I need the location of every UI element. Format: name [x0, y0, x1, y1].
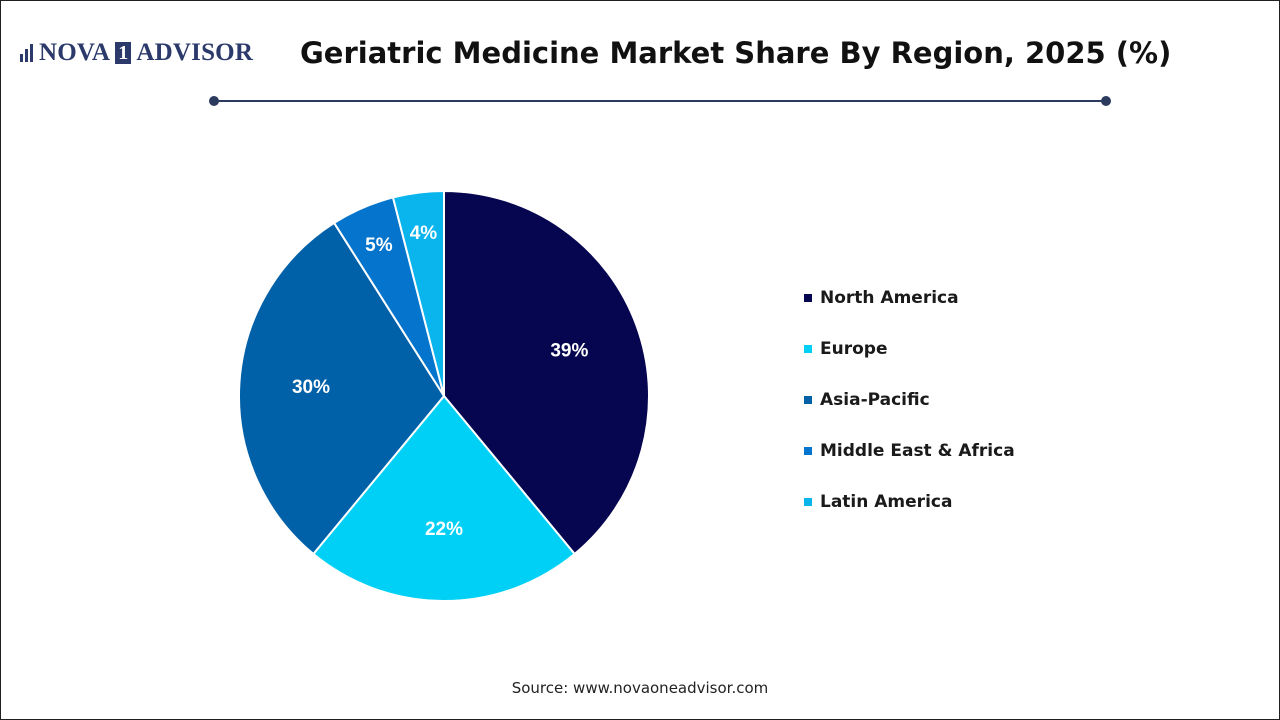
logo-mark: 1	[115, 42, 132, 64]
legend-item: North America	[804, 288, 1015, 308]
pie-slices	[238, 189, 650, 602]
legend-item: Middle East & Africa	[804, 441, 1015, 461]
data-label-middle-east-africa: 5%	[365, 235, 393, 256]
legend-swatch	[804, 345, 812, 353]
legend-label: Europe	[820, 339, 888, 359]
brand-logo: NOVA 1 ADVISOR	[20, 38, 253, 68]
legend-item: Europe	[804, 339, 1015, 359]
data-label-asia-pacific: 30%	[292, 377, 330, 398]
source-note: Source: www.novaoneadvisor.com	[511, 679, 769, 697]
logo-text-part1: NOVA	[39, 39, 111, 66]
title-underline-left-dot	[209, 96, 219, 106]
chart-title: Geriatric Medicine Market Share By Regio…	[300, 36, 1172, 70]
legend-label: Latin America	[820, 492, 953, 512]
legend-label: Asia-Pacific	[820, 390, 930, 410]
legend-swatch	[804, 396, 812, 404]
pie-slice-asia-pacific	[238, 221, 446, 556]
title-underline	[214, 100, 1106, 102]
legend-label: North America	[820, 288, 959, 308]
legend-swatch	[804, 294, 812, 302]
pie-labels: 39% 22% 30% 5% 4%	[292, 223, 588, 540]
legend: North America Europe Asia-Pacific Middle Ea…	[804, 288, 1015, 512]
data-label-north-america: 39%	[550, 340, 588, 361]
logo-bars-icon	[20, 44, 33, 62]
logo-text-part2: ADVISOR	[136, 39, 254, 66]
title-underline-right-dot	[1101, 96, 1111, 106]
legend-item: Asia-Pacific	[804, 390, 1015, 410]
data-label-europe: 22%	[425, 519, 463, 540]
legend-label: Middle East & Africa	[820, 441, 1015, 461]
pie-slice-latin-america	[391, 189, 445, 397]
pie-slice-europe	[311, 394, 577, 602]
legend-swatch	[804, 447, 812, 455]
data-label-latin-america: 4%	[410, 223, 438, 244]
pie-slice-north-america	[443, 189, 650, 556]
legend-swatch	[804, 498, 812, 506]
legend-item: Latin America	[804, 492, 1015, 512]
